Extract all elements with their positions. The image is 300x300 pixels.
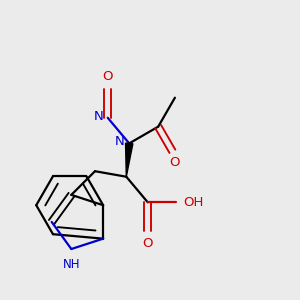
Text: O: O xyxy=(142,237,153,250)
Text: O: O xyxy=(169,156,179,169)
Polygon shape xyxy=(125,143,133,177)
Text: O: O xyxy=(103,70,113,83)
Text: N: N xyxy=(114,135,124,148)
Text: NH: NH xyxy=(63,258,81,272)
Text: OH: OH xyxy=(184,196,204,209)
Text: N: N xyxy=(94,110,104,123)
